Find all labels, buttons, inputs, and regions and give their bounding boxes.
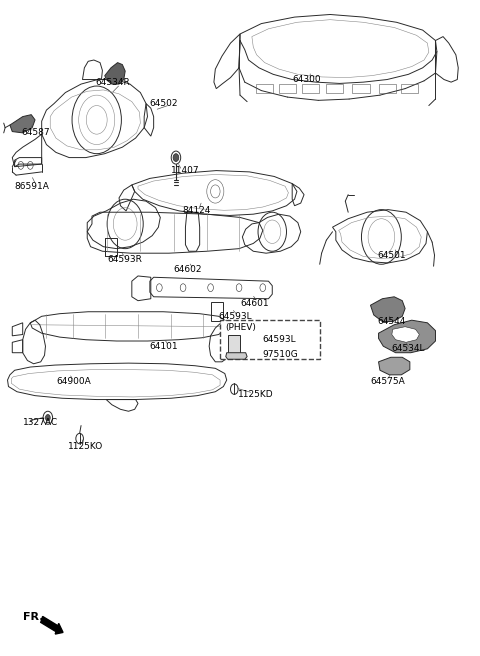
Text: 84124: 84124: [182, 207, 211, 215]
Circle shape: [76, 434, 84, 443]
Circle shape: [43, 411, 53, 424]
Text: 64544: 64544: [378, 317, 406, 326]
Text: FR.: FR.: [23, 613, 43, 623]
Text: 97510G: 97510G: [263, 350, 299, 359]
Text: 64502: 64502: [150, 99, 179, 108]
Polygon shape: [226, 353, 247, 359]
Polygon shape: [379, 358, 410, 375]
Text: 11407: 11407: [171, 166, 200, 175]
Circle shape: [173, 154, 179, 161]
Text: 86591A: 86591A: [14, 182, 49, 191]
FancyArrow shape: [41, 617, 63, 634]
Polygon shape: [105, 62, 125, 84]
Polygon shape: [379, 320, 435, 353]
Text: 64900A: 64900A: [56, 377, 91, 386]
Polygon shape: [228, 335, 240, 353]
Polygon shape: [10, 115, 35, 133]
Text: 64587: 64587: [22, 129, 50, 137]
Polygon shape: [392, 327, 420, 342]
Text: 1125KD: 1125KD: [238, 390, 273, 399]
Text: 64575A: 64575A: [371, 377, 405, 386]
Text: 64534R: 64534R: [96, 77, 130, 87]
Text: 64593L: 64593L: [263, 335, 296, 344]
FancyBboxPatch shape: [220, 320, 320, 359]
Text: 64593L: 64593L: [219, 312, 252, 321]
Text: 64501: 64501: [378, 251, 406, 260]
Text: 64101: 64101: [150, 342, 179, 351]
Text: 64593R: 64593R: [107, 255, 142, 264]
Text: 64602: 64602: [174, 265, 202, 274]
Circle shape: [230, 384, 238, 394]
Text: 64300: 64300: [292, 75, 321, 84]
Text: 64601: 64601: [240, 298, 269, 308]
Text: 1125KO: 1125KO: [68, 442, 104, 451]
Polygon shape: [371, 297, 405, 321]
Text: 1327AC: 1327AC: [23, 418, 58, 427]
Text: 64534L: 64534L: [392, 344, 425, 354]
Text: (PHEV): (PHEV): [225, 323, 256, 333]
Circle shape: [46, 415, 50, 421]
